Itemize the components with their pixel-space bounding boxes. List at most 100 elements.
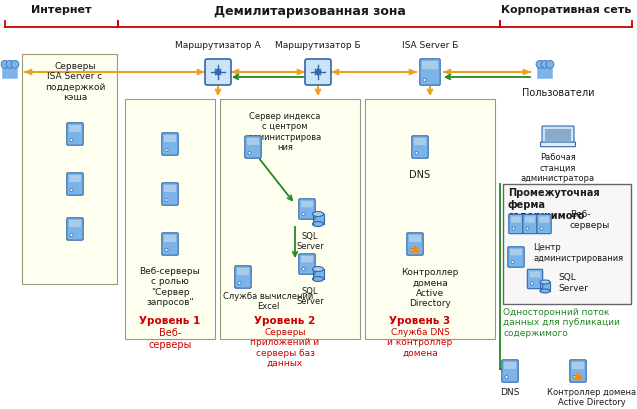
Text: Контроллер домена
Active Directory: Контроллер домена Active Directory — [547, 387, 636, 407]
FancyBboxPatch shape — [220, 100, 360, 339]
Circle shape — [302, 268, 305, 271]
FancyBboxPatch shape — [164, 236, 176, 243]
Circle shape — [238, 282, 241, 285]
FancyBboxPatch shape — [164, 136, 176, 143]
Polygon shape — [574, 373, 582, 379]
Ellipse shape — [313, 222, 324, 227]
Circle shape — [1, 61, 9, 69]
FancyBboxPatch shape — [422, 62, 438, 70]
Circle shape — [410, 249, 413, 252]
FancyBboxPatch shape — [69, 175, 81, 182]
FancyBboxPatch shape — [407, 233, 423, 256]
FancyBboxPatch shape — [570, 360, 586, 382]
Text: Уровень 3: Уровень 3 — [389, 315, 450, 325]
FancyBboxPatch shape — [508, 247, 524, 267]
FancyBboxPatch shape — [504, 362, 516, 369]
Text: SQL
Server: SQL Server — [296, 231, 324, 251]
Circle shape — [526, 227, 529, 230]
FancyBboxPatch shape — [69, 220, 81, 227]
FancyBboxPatch shape — [162, 233, 178, 256]
Circle shape — [546, 61, 554, 69]
Ellipse shape — [313, 267, 324, 272]
Text: Контроллер
домена
Active
Directory: Контроллер домена Active Directory — [401, 267, 459, 308]
Text: Веб-
серверы: Веб- серверы — [148, 327, 192, 349]
FancyBboxPatch shape — [523, 215, 537, 234]
FancyBboxPatch shape — [537, 215, 551, 234]
FancyBboxPatch shape — [235, 266, 251, 288]
Text: Служба вычислений
Excel: Служба вычислений Excel — [223, 291, 313, 311]
Polygon shape — [411, 246, 419, 252]
Circle shape — [316, 71, 320, 75]
FancyBboxPatch shape — [527, 270, 543, 289]
Text: Серверы
ISA Server с
поддержкой
кэша: Серверы ISA Server с поддержкой кэша — [45, 62, 105, 102]
FancyBboxPatch shape — [247, 139, 259, 146]
Text: Промежуточная
ферма
содержимого: Промежуточная ферма содержимого — [508, 188, 599, 221]
FancyBboxPatch shape — [237, 268, 249, 275]
Text: DNS: DNS — [410, 170, 431, 180]
Circle shape — [165, 149, 168, 152]
Text: Односторонний поток
данных для публикации
содержимого: Односторонний поток данных для публикаци… — [503, 307, 620, 337]
Text: Маршрутизатор Б: Маршрутизатор Б — [275, 41, 361, 50]
FancyBboxPatch shape — [511, 217, 521, 223]
Circle shape — [165, 199, 168, 202]
Circle shape — [531, 282, 534, 285]
Circle shape — [536, 61, 544, 69]
FancyBboxPatch shape — [69, 126, 81, 133]
Text: Уровень 2: Уровень 2 — [254, 315, 315, 325]
FancyBboxPatch shape — [540, 282, 550, 291]
Circle shape — [423, 79, 426, 82]
Text: SQL
Server: SQL Server — [558, 273, 588, 292]
Circle shape — [216, 71, 220, 75]
FancyBboxPatch shape — [162, 133, 178, 156]
Circle shape — [70, 234, 73, 237]
FancyBboxPatch shape — [502, 360, 519, 382]
Circle shape — [6, 61, 14, 69]
FancyBboxPatch shape — [205, 60, 231, 86]
FancyBboxPatch shape — [67, 124, 83, 146]
FancyBboxPatch shape — [414, 139, 426, 146]
Circle shape — [540, 227, 543, 230]
Text: Центр
администрирования: Центр администрирования — [533, 243, 623, 262]
FancyBboxPatch shape — [420, 60, 440, 86]
FancyBboxPatch shape — [539, 217, 549, 223]
Circle shape — [11, 61, 19, 69]
FancyBboxPatch shape — [542, 127, 574, 145]
Text: Уровень 1: Уровень 1 — [140, 315, 201, 325]
FancyBboxPatch shape — [67, 218, 83, 240]
FancyBboxPatch shape — [313, 214, 324, 225]
FancyBboxPatch shape — [509, 215, 523, 234]
Text: ISA Server Б: ISA Server Б — [402, 41, 458, 50]
FancyBboxPatch shape — [313, 270, 324, 279]
FancyBboxPatch shape — [525, 217, 535, 223]
Text: Интернет: Интернет — [31, 5, 91, 15]
FancyBboxPatch shape — [572, 362, 584, 369]
FancyBboxPatch shape — [162, 183, 178, 206]
FancyBboxPatch shape — [67, 173, 83, 196]
Text: Веб-серверы
с ролью
"Сервер
запросов": Веб-серверы с ролью "Сервер запросов" — [140, 266, 201, 306]
Text: Серверы
приложений и
серверы баз
данных: Серверы приложений и серверы баз данных — [250, 327, 320, 367]
Circle shape — [415, 152, 418, 155]
Text: Пользователи: Пользователи — [522, 88, 594, 98]
FancyBboxPatch shape — [22, 55, 117, 284]
Circle shape — [70, 139, 73, 142]
Circle shape — [248, 152, 251, 155]
FancyBboxPatch shape — [503, 184, 631, 304]
Circle shape — [573, 375, 576, 379]
FancyBboxPatch shape — [305, 60, 331, 86]
FancyBboxPatch shape — [529, 272, 541, 278]
Text: DNS: DNS — [500, 387, 520, 396]
FancyBboxPatch shape — [299, 254, 315, 274]
FancyBboxPatch shape — [125, 100, 215, 339]
Circle shape — [541, 61, 549, 69]
Circle shape — [165, 249, 168, 252]
FancyBboxPatch shape — [409, 236, 421, 243]
Text: Веб-
серверы: Веб- серверы — [570, 210, 610, 229]
Text: Рабочая
станция
администратора: Рабочая станция администратора — [521, 153, 595, 182]
FancyBboxPatch shape — [365, 100, 495, 339]
Text: Служба DNS
и контроллер
домена: Служба DNS и контроллер домена — [387, 327, 453, 357]
Ellipse shape — [313, 277, 324, 282]
FancyBboxPatch shape — [245, 137, 261, 159]
Text: Корпоративная сеть: Корпоративная сеть — [501, 5, 631, 15]
FancyBboxPatch shape — [545, 130, 571, 142]
FancyBboxPatch shape — [412, 137, 428, 159]
